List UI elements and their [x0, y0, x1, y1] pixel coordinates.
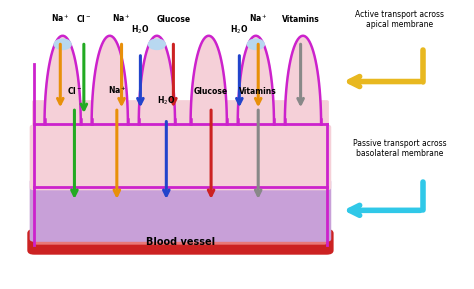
FancyBboxPatch shape [30, 125, 331, 190]
Text: H$_2$O: H$_2$O [131, 23, 149, 36]
Text: Vitamins: Vitamins [239, 87, 277, 96]
FancyBboxPatch shape [27, 229, 334, 255]
FancyBboxPatch shape [32, 100, 329, 131]
Polygon shape [91, 36, 128, 125]
Text: Glucose: Glucose [194, 87, 228, 96]
Text: Vitamins: Vitamins [282, 15, 319, 24]
Text: Na$^+$: Na$^+$ [112, 13, 131, 24]
Polygon shape [191, 36, 227, 125]
Text: H$_2$O: H$_2$O [157, 95, 175, 107]
Circle shape [247, 39, 264, 49]
Text: Na$^+$: Na$^+$ [51, 13, 70, 24]
FancyBboxPatch shape [30, 179, 331, 242]
Circle shape [54, 39, 71, 49]
Text: Na$^+$: Na$^+$ [249, 13, 267, 24]
Polygon shape [237, 36, 274, 125]
Text: H$_2$O: H$_2$O [230, 23, 248, 36]
FancyBboxPatch shape [35, 232, 327, 245]
Text: Active transport across
apical membrane: Active transport across apical membrane [355, 10, 444, 29]
Circle shape [148, 39, 165, 49]
Text: Glucose: Glucose [156, 15, 191, 24]
Text: Cl$^-$: Cl$^-$ [67, 85, 82, 96]
Polygon shape [139, 36, 175, 125]
Text: Blood vessel: Blood vessel [146, 237, 215, 247]
Text: Passive transport across
basolateral membrane: Passive transport across basolateral mem… [353, 139, 447, 158]
Polygon shape [45, 36, 81, 125]
Text: Cl$^-$: Cl$^-$ [76, 13, 91, 24]
Polygon shape [285, 36, 321, 125]
Text: Na$^+$: Na$^+$ [108, 84, 126, 96]
